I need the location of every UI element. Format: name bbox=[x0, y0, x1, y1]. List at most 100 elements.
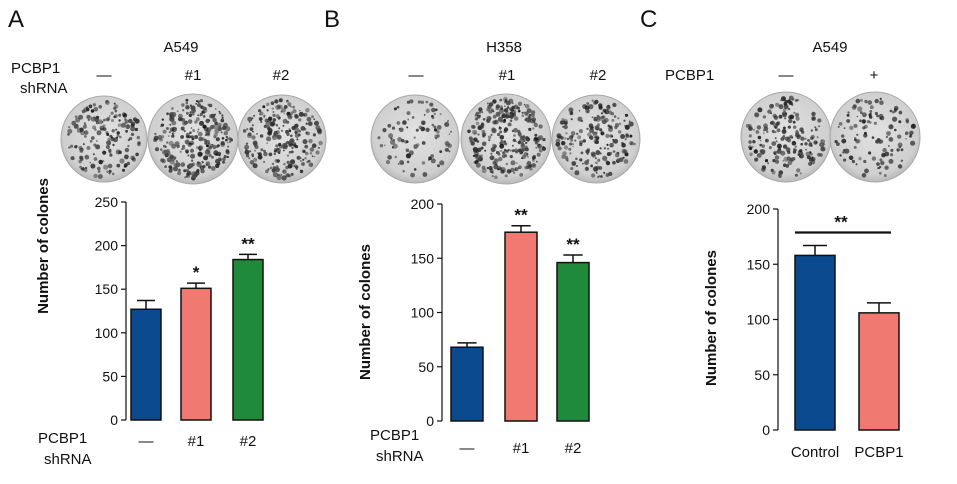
colony bbox=[74, 145, 78, 149]
colony bbox=[495, 104, 500, 109]
colony bbox=[863, 159, 867, 164]
colony bbox=[478, 111, 482, 114]
colony bbox=[532, 154, 536, 159]
panel-b-col-label-3: #2 bbox=[590, 67, 607, 84]
colony bbox=[521, 111, 524, 114]
colony bbox=[428, 159, 430, 161]
colony bbox=[882, 147, 887, 153]
colony bbox=[258, 117, 263, 121]
colony bbox=[266, 136, 272, 142]
colony bbox=[586, 159, 590, 162]
colony bbox=[796, 168, 801, 173]
panel-c-condition-line1: PCBP1 bbox=[665, 67, 714, 84]
colony bbox=[96, 130, 102, 136]
colony bbox=[860, 111, 863, 115]
colony bbox=[503, 148, 507, 152]
colony bbox=[496, 151, 500, 155]
colony bbox=[253, 163, 256, 166]
colony bbox=[774, 155, 780, 160]
colony bbox=[388, 133, 394, 139]
colony bbox=[478, 114, 481, 117]
colony bbox=[838, 122, 843, 126]
colony bbox=[811, 111, 816, 117]
colony bbox=[794, 112, 800, 118]
colony bbox=[260, 148, 264, 152]
panel-b-xlabel-line1: PCBP1 bbox=[370, 427, 419, 444]
colony bbox=[804, 142, 808, 146]
colony bbox=[602, 155, 608, 161]
colony bbox=[474, 154, 478, 158]
colony bbox=[511, 105, 515, 110]
colony bbox=[162, 150, 167, 155]
colony bbox=[421, 141, 426, 145]
colony bbox=[195, 103, 198, 105]
colony bbox=[188, 163, 193, 168]
colony bbox=[315, 150, 320, 155]
colony bbox=[888, 137, 894, 142]
colony bbox=[810, 144, 813, 147]
colony bbox=[242, 129, 247, 133]
colony bbox=[293, 144, 297, 148]
colony bbox=[406, 160, 410, 164]
colony bbox=[624, 138, 627, 141]
colony bbox=[807, 139, 810, 142]
colony bbox=[82, 143, 85, 146]
colony bbox=[782, 144, 788, 149]
colony bbox=[565, 132, 568, 135]
colony bbox=[509, 155, 513, 159]
colony bbox=[522, 147, 526, 152]
colony bbox=[134, 127, 138, 132]
colony bbox=[530, 118, 535, 124]
colony bbox=[225, 138, 228, 142]
colony bbox=[182, 129, 185, 131]
colony bbox=[509, 149, 512, 152]
colony bbox=[513, 116, 519, 121]
colony bbox=[493, 146, 496, 149]
colony bbox=[604, 109, 610, 115]
colony bbox=[562, 125, 565, 128]
colony bbox=[431, 107, 436, 113]
colony bbox=[186, 172, 190, 176]
y-tick-label: 0 bbox=[762, 422, 770, 438]
colony bbox=[499, 130, 503, 134]
colony bbox=[130, 155, 135, 161]
colony bbox=[245, 142, 249, 145]
colony bbox=[153, 135, 159, 141]
colony bbox=[775, 140, 778, 143]
colony bbox=[179, 150, 182, 153]
colony bbox=[526, 162, 530, 166]
colony bbox=[795, 130, 799, 135]
colony bbox=[188, 113, 192, 118]
colony bbox=[317, 146, 320, 149]
colony bbox=[118, 150, 122, 155]
colony bbox=[612, 138, 615, 141]
colony bbox=[497, 116, 503, 122]
colony bbox=[597, 158, 601, 162]
colony bbox=[244, 144, 250, 150]
colony bbox=[855, 98, 861, 104]
colony bbox=[187, 154, 190, 157]
colony bbox=[480, 146, 484, 150]
colony bbox=[276, 134, 282, 140]
colony bbox=[181, 103, 185, 107]
colony bbox=[96, 115, 100, 119]
colony bbox=[599, 147, 602, 150]
colony bbox=[469, 140, 472, 143]
colony-dots bbox=[242, 98, 323, 181]
colony bbox=[130, 132, 135, 137]
colony bbox=[789, 114, 795, 120]
colony bbox=[869, 105, 874, 110]
colony bbox=[307, 159, 311, 163]
colony bbox=[624, 124, 630, 130]
colony bbox=[301, 162, 305, 166]
y-tick-label: 200 bbox=[747, 201, 771, 217]
colony bbox=[313, 155, 316, 158]
colony bbox=[506, 169, 512, 174]
colony bbox=[497, 132, 501, 137]
colony bbox=[265, 169, 269, 174]
colony bbox=[754, 112, 760, 118]
colony bbox=[558, 135, 561, 139]
colony bbox=[582, 104, 587, 109]
colony bbox=[572, 143, 574, 146]
colony bbox=[306, 116, 312, 122]
